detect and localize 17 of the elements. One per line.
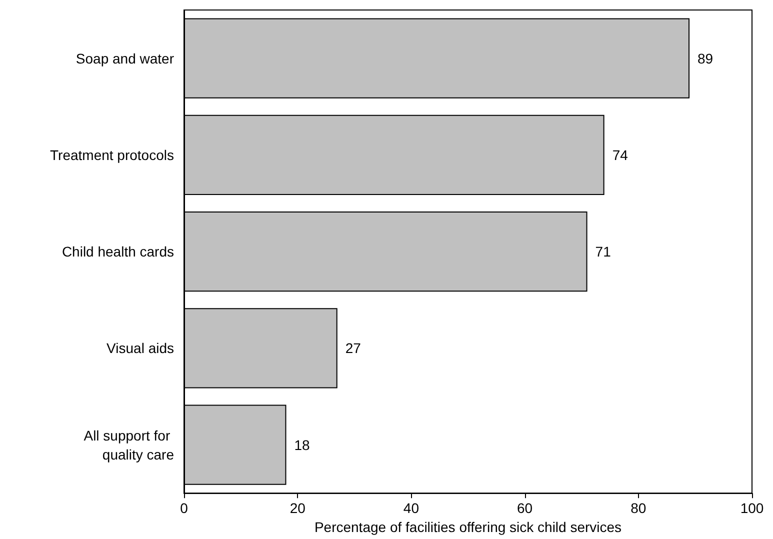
y-tick-label: Visual aids bbox=[106, 340, 174, 356]
y-tick-label: Child health cards bbox=[62, 244, 174, 260]
y-tick-label: Treatment protocols bbox=[50, 146, 174, 163]
x-axis-title: Percentage of facilities offering sick child services bbox=[314, 519, 622, 535]
x-tick-label: 20 bbox=[290, 500, 306, 516]
data-label: 18 bbox=[294, 436, 310, 453]
data-label: 74 bbox=[612, 146, 628, 163]
y-tick-label: Soap and water bbox=[76, 50, 174, 66]
x-tick-label: 40 bbox=[403, 500, 420, 516]
x-tick-label: 0 bbox=[180, 500, 188, 516]
data-label: 27 bbox=[345, 340, 362, 356]
x-tick-label: 80 bbox=[630, 500, 646, 516]
y-tick-label: All support for quality care bbox=[84, 427, 174, 462]
x-tick-label: 60 bbox=[517, 500, 533, 516]
data-label: 71 bbox=[595, 244, 612, 260]
x-tick-label: 100 bbox=[740, 500, 764, 516]
data-label: 89 bbox=[698, 50, 714, 66]
